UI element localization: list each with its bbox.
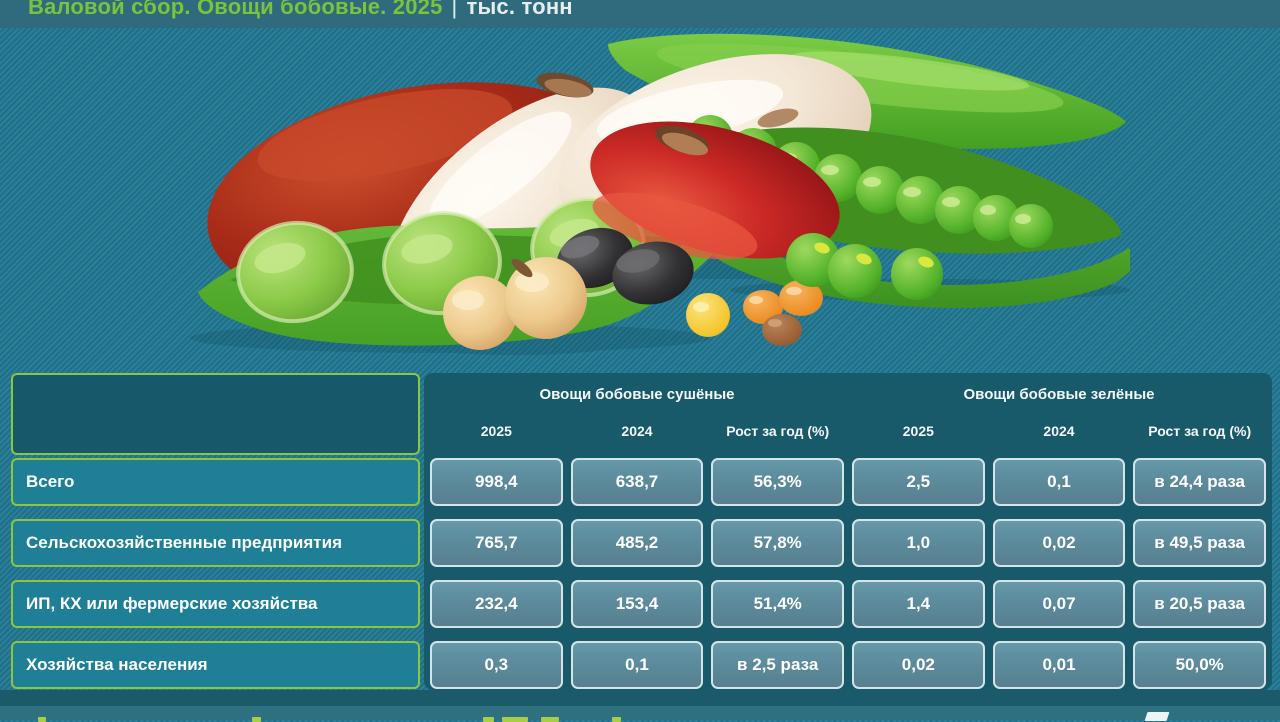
data-cell: в 20,5 раза (1133, 580, 1266, 628)
green-peas (786, 233, 943, 300)
page-title: Валовой сбор. Овощи бобовые. 2025 (28, 0, 443, 19)
row-label-text: Хозяйства населения (26, 655, 208, 674)
row-label-text: Всего (26, 472, 75, 491)
data-cell: 0,01 (992, 641, 1126, 689)
label-header-spacer (11, 373, 420, 455)
data-cell: 0,1 (570, 641, 704, 689)
legumes-illustration (190, 33, 1130, 355)
data-cell: 0,1 (992, 458, 1126, 506)
column-header: 2024 (621, 423, 653, 439)
table-row: 0,3 0,1 в 2,5 раза 0,02 0,01 50,0% (430, 641, 1266, 689)
data-cell: 0,02 (992, 519, 1126, 567)
data-cell: 232,4 (430, 580, 563, 628)
group-header-dried: Овощи бобовые сушёные (539, 386, 735, 403)
data-cell: 0,02 (852, 641, 985, 689)
data-cell: 765,7 (430, 519, 563, 567)
tan-soybeans (443, 257, 587, 350)
column-header: Рост за год (%) (726, 423, 830, 439)
group-header-green: Овощи бобовые зелёные (963, 386, 1155, 403)
data-cell: 1,4 (852, 580, 985, 628)
data-cell: 51,4% (711, 580, 844, 628)
column-header: 2025 (902, 423, 934, 439)
column-header: Рост за год (%) (1148, 423, 1252, 439)
table-row: 765,7 485,2 57,8% 1,0 0,02 в 49,5 раза (430, 519, 1266, 567)
column-header: 2024 (1043, 423, 1075, 439)
title-units: тыс. тонн (466, 0, 573, 19)
row-label-farms: ИП, КХ или фермерские хозяйства (11, 580, 420, 628)
column-header: 2025 (480, 423, 512, 439)
bottom-divider-bar (0, 690, 1280, 706)
red-kidney-bean (590, 121, 840, 260)
title-separator: | (451, 0, 458, 19)
table-row: 232,4 153,4 51,4% 1,4 0,07 в 20,5 раза (430, 580, 1266, 628)
row-labels-column: Всего Сельскохозяйственные предприятия И… (11, 373, 420, 690)
data-cell: 153,4 (570, 580, 704, 628)
data-cell: 0,3 (430, 641, 563, 689)
data-cell: 2,5 (852, 458, 985, 506)
table-row: 998,4 638,7 56,3% 2,5 0,1 в 24,4 раза (430, 458, 1266, 506)
data-cell: 485,2 (570, 519, 704, 567)
data-cell: 50,0% (1133, 641, 1266, 689)
column-group-header-row: Овощи бобовые сушёные Овощи бобовые зелё… (430, 386, 1266, 408)
row-label-agricultural-enterprises: Сельскохозяйственные предприятия (11, 519, 420, 567)
row-label-total: Всего (11, 458, 420, 506)
row-label-text: ИП, КХ или фермерские хозяйства (26, 594, 318, 613)
page-title-line: Валовой сбор. Овощи бобовые. 2025 | тыс. т… (28, 0, 573, 20)
data-cell: в 24,4 раза (1133, 458, 1266, 506)
data-cell: 0,07 (992, 580, 1126, 628)
data-cell: 57,8% (711, 519, 844, 567)
data-cell: в 2,5 раза (711, 641, 844, 689)
data-cell: в 49,5 раза (1133, 519, 1266, 567)
data-cell: 1,0 (852, 519, 985, 567)
data-cell: 56,3% (711, 458, 844, 506)
title-band: Валовой сбор. Овощи бобовые. 2025 | тыс. т… (0, 0, 1280, 28)
row-label-households: Хозяйства населения (11, 641, 420, 689)
data-cell: 638,7 (570, 458, 704, 506)
data-cell: 998,4 (430, 458, 563, 506)
yellow-pea (686, 293, 730, 337)
data-table-panel: Овощи бобовые сушёные Овощи бобовые зелё… (424, 373, 1272, 690)
row-label-text: Сельскохозяйственные предприятия (26, 533, 343, 552)
footer-bar (0, 706, 1280, 722)
lentils (743, 280, 823, 346)
black-beans (556, 227, 694, 305)
column-header-row: 2025 2024 Рост за год (%) 2025 2024 Рост… (430, 420, 1266, 442)
